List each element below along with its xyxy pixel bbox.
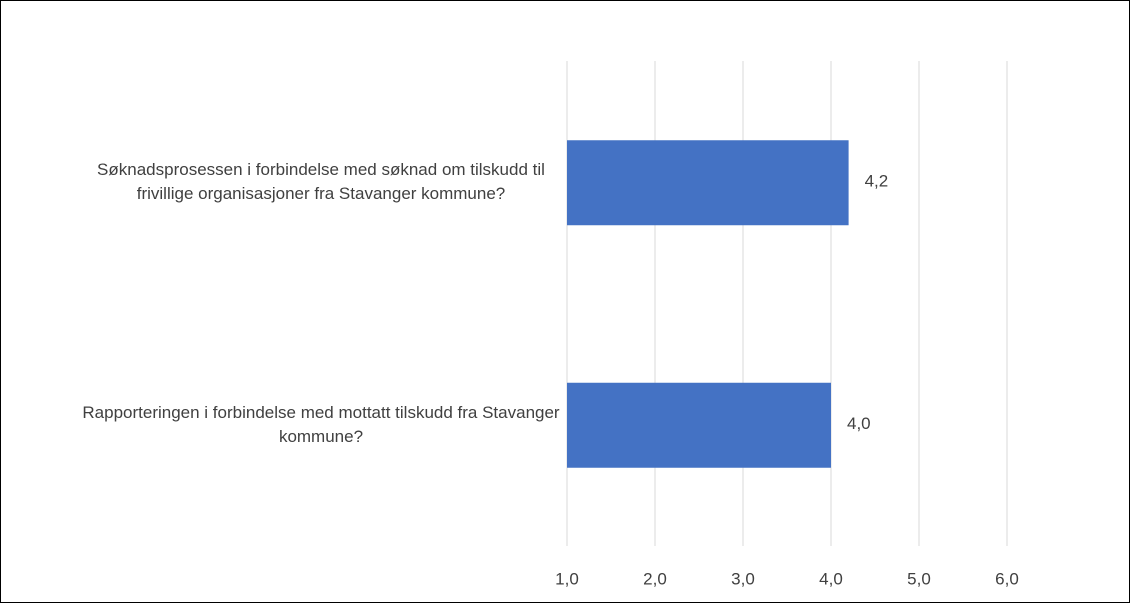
bar xyxy=(567,382,831,468)
x-tick-label: 1,0 xyxy=(555,569,579,588)
bar xyxy=(567,140,849,226)
x-tick-label: 5,0 xyxy=(907,569,931,588)
x-tick-label: 6,0 xyxy=(995,569,1019,588)
x-tick-label: 4,0 xyxy=(819,569,843,588)
data-label: 4,2 xyxy=(865,172,889,191)
y-tick-label: Rapporteringen i forbindelse med mottatt… xyxy=(82,402,560,446)
y-tick-label: Søknadsprosessen i forbindelse med søkna… xyxy=(97,160,545,204)
data-label: 4,0 xyxy=(847,414,871,433)
x-tick-label: 2,0 xyxy=(643,569,667,588)
x-tick-label: 3,0 xyxy=(731,569,755,588)
